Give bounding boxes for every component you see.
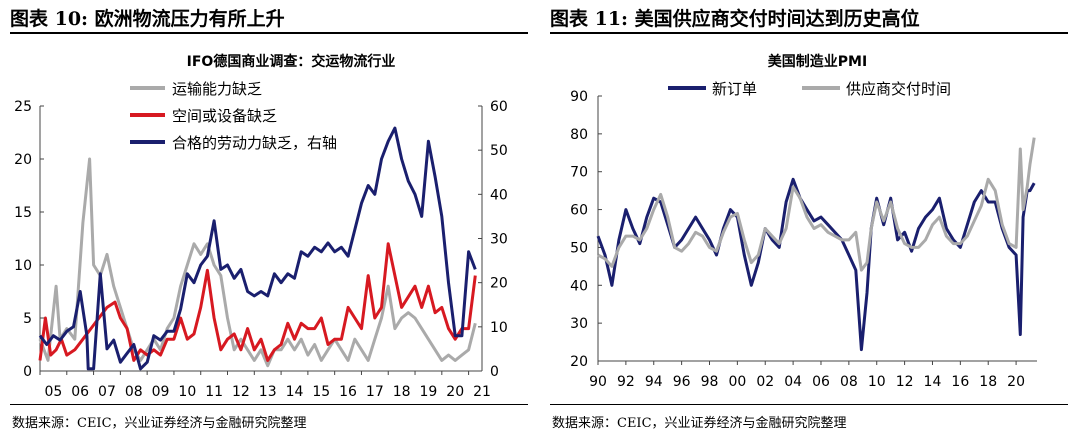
y-tick-label-right: 50 [490, 143, 508, 159]
x-tick-label: 96 [673, 374, 691, 390]
y-tick-label: 40 [570, 278, 588, 294]
figure-title: 图表 11: 美国供应商交付时间达到历史高位 [550, 8, 920, 30]
x-tick-label: 10 [868, 374, 886, 390]
x-tick-label: 16 [951, 374, 969, 390]
x-tick-label: 13 [259, 384, 277, 400]
y-tick-label-left: 25 [14, 99, 32, 115]
x-tick-label: 12 [232, 384, 250, 400]
y-tick-label: 50 [570, 240, 588, 256]
y-tick-label-left: 0 [23, 364, 32, 380]
x-tick-label: 06 [71, 384, 89, 400]
x-tick-label: 20 [446, 384, 464, 400]
x-tick-label: 08 [125, 384, 143, 400]
legend-label: 供应商交付时间 [846, 80, 951, 98]
title-rule [550, 32, 1068, 34]
y-tick-label-left: 15 [14, 205, 32, 221]
y-tick-label-right: 0 [490, 364, 499, 380]
source-note: 数据来源：CEIC，兴业证券经济与金融研究院整理 [12, 416, 307, 431]
x-tick-label: 10 [178, 384, 196, 400]
x-tick-label: 16 [339, 384, 357, 400]
figure-panel-left: 图表 10: 欧洲物流压力有所上升 IFO德国商业调查：交运物流行业 0 5 10 15… [10, 8, 528, 431]
legend-label: 运输能力缺乏 [172, 80, 262, 98]
y-tick-label-left: 10 [14, 258, 32, 274]
x-tick-label: 02 [756, 374, 774, 390]
y-tick-label-right: 40 [490, 187, 508, 203]
x-tick-label: 19 [420, 384, 438, 400]
x-tick-label: 90 [589, 374, 607, 390]
figure-title: 图表 10: 欧洲物流压力有所上升 [10, 8, 285, 30]
x-tick-label: 06 [812, 374, 830, 390]
x-tick-label: 07 [98, 384, 116, 400]
series-line [597, 137, 1036, 272]
x-tick-label: 92 [617, 374, 635, 390]
x-tick-label: 12 [896, 374, 914, 390]
x-tick-label: 18 [979, 374, 997, 390]
figure-panel-right: 图表 11: 美国供应商交付时间达到历史高位 美国制造业PMI 20 30 40 50 6… [540, 0, 1080, 440]
chart-title: 美国制造业PMI [768, 53, 867, 70]
x-tick-label: 14 [924, 374, 942, 390]
legend-label: 合格的劳动力缺乏，右轴 [172, 134, 337, 152]
x-tick-label: 05 [44, 384, 62, 400]
y-tick-label-right: 60 [490, 99, 508, 115]
ifo-logistics-chart: IFO德国商业调查：交运物流行业051015202501020304050600… [14, 53, 508, 400]
series-line [38, 157, 477, 368]
x-tick-label: 08 [840, 374, 858, 390]
y-tick-label: 90 [570, 89, 588, 105]
y-tick-label: 80 [570, 127, 588, 143]
x-tick-label: 17 [366, 384, 384, 400]
y-tick-label-right: 20 [490, 276, 508, 292]
series-line [38, 242, 477, 362]
y-tick-label-right: 30 [490, 232, 508, 248]
y-tick-label-left: 5 [23, 311, 32, 327]
x-tick-label: 15 [312, 384, 330, 400]
y-tick-label-right: 10 [490, 320, 508, 336]
x-tick-label: 20 [1007, 374, 1025, 390]
x-tick-label: 09 [152, 384, 170, 400]
title-rule [10, 32, 528, 34]
y-tick-label: 30 [570, 316, 588, 332]
x-tick-label: 00 [728, 374, 746, 390]
y-tick-label-left: 20 [14, 152, 32, 168]
y-tick-label: 60 [570, 203, 588, 219]
x-tick-label: 11 [205, 384, 223, 400]
y-tick-label: 70 [570, 165, 588, 181]
x-tick-label: 14 [286, 384, 304, 400]
x-tick-label: 18 [393, 384, 411, 400]
series-line [38, 126, 477, 371]
us-pmi-chart: 美国制造业PMI 20 30 40 50 60 70 80 90 90 92 94 96 98 00 02 04… [570, 53, 1037, 390]
chart-title: IFO德国商业调查：交运物流行业 [187, 53, 396, 70]
source-rule [550, 404, 1068, 405]
legend-label: 空间或设备缺乏 [172, 107, 277, 125]
x-tick-label: 21 [473, 384, 491, 400]
x-tick-label: 94 [645, 374, 663, 390]
y-tick-label: 20 [570, 354, 588, 370]
legend-label: 新订单 [712, 80, 757, 98]
x-tick-label: 98 [701, 374, 719, 390]
source-rule [10, 404, 528, 405]
source-note: 数据来源：CEIC，兴业证券经济与金融研究院整理 [552, 416, 847, 431]
x-tick-label: 04 [784, 374, 802, 390]
